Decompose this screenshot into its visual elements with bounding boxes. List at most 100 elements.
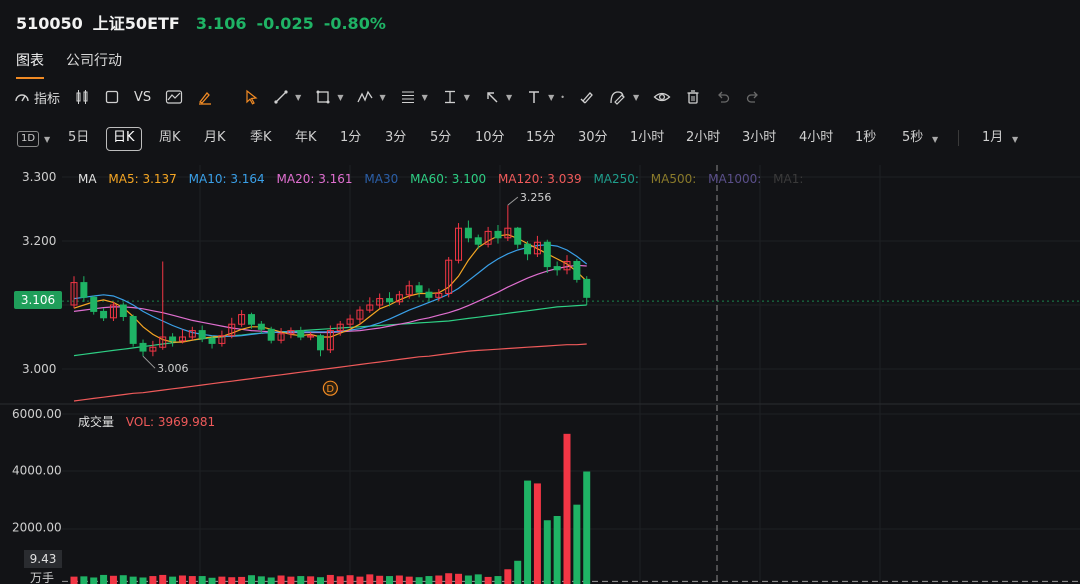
shape-tool[interactable]: ▼ xyxy=(315,89,343,105)
compare-button[interactable]: VS xyxy=(134,90,151,105)
volume-bar xyxy=(307,576,315,584)
chevron-down-icon: ▼ xyxy=(463,92,470,102)
volume-bar xyxy=(169,576,177,584)
volume-bar xyxy=(356,576,364,584)
candle-body xyxy=(277,333,285,341)
interval-5s[interactable]: 5秒 xyxy=(902,130,924,145)
volume-bar xyxy=(386,576,394,584)
indicator-button[interactable]: 指标 xyxy=(14,88,60,107)
eraser-tool[interactable] xyxy=(579,89,595,105)
interval-3min[interactable]: 3分 xyxy=(385,130,407,145)
volume-bar xyxy=(553,516,561,584)
moving-averages xyxy=(73,233,588,402)
volume-bar xyxy=(109,575,117,584)
interval-quarterly[interactable]: 季K xyxy=(250,130,272,145)
redo-icon xyxy=(747,91,759,103)
visibility-toggle[interactable] xyxy=(653,89,671,105)
area-chart-icon xyxy=(166,90,183,104)
candle-body xyxy=(435,292,443,298)
interval-weekly[interactable]: 周K xyxy=(159,130,181,145)
current-price-tag: 3.106 xyxy=(14,291,62,309)
undo-button[interactable] xyxy=(715,89,731,105)
interval-4h[interactable]: 4小时 xyxy=(799,130,834,145)
brush-icon xyxy=(199,92,212,105)
redo-button[interactable] xyxy=(745,89,761,105)
ma1000-value: MA1000: xyxy=(708,172,762,186)
volume-legend-title: 成交量 xyxy=(78,415,115,429)
candle-style-button[interactable] xyxy=(74,89,90,105)
ma10-value: MA10: 3.164 xyxy=(188,172,265,186)
text-tool[interactable]: ▼ • xyxy=(526,89,565,105)
candle-body xyxy=(395,294,403,303)
candle-body xyxy=(356,309,364,320)
volume-bar xyxy=(80,576,88,584)
frame-button[interactable] xyxy=(104,89,120,105)
volume-bar xyxy=(395,575,403,584)
vertical-measure-icon xyxy=(444,90,455,104)
interval-1s[interactable]: 1秒 xyxy=(855,130,877,145)
divider xyxy=(958,130,959,146)
low-price-label: 3.006 xyxy=(157,362,189,375)
pen-eraser-icon xyxy=(580,92,593,104)
interval-3h[interactable]: 3小时 xyxy=(742,130,777,145)
drawing-toolbar: 指标 VS ▼ ▼ ▼ xyxy=(14,86,775,108)
arrow-tool[interactable]: ▼ xyxy=(484,89,512,105)
volume-bar xyxy=(336,576,344,584)
volume-bars xyxy=(70,433,591,584)
interval-unit-badge[interactable]: 1D xyxy=(17,131,40,147)
fib-tool[interactable]: ▼ xyxy=(400,89,428,105)
interval-monthly[interactable]: 月K xyxy=(204,130,226,145)
arrow-up-left-icon xyxy=(487,92,498,103)
candle-body xyxy=(366,304,374,311)
ma-legend-title: MA xyxy=(78,172,97,186)
candle-body xyxy=(494,230,502,239)
symbol-code: 510050 xyxy=(16,14,83,33)
candle-body xyxy=(119,304,127,318)
ma-legend: MA MA5: 3.137 MA10: 3.164 MA20: 3.161 MA… xyxy=(78,172,811,186)
interval-daily[interactable]: 日K xyxy=(106,127,142,151)
cursor-tool[interactable] xyxy=(243,89,259,105)
interval-1h[interactable]: 1小时 xyxy=(630,130,665,145)
high-pointer xyxy=(507,196,519,206)
brush-button[interactable] xyxy=(197,89,213,105)
candle-body xyxy=(386,298,394,303)
zigzag-icon xyxy=(357,90,374,103)
interval-2h[interactable]: 2小时 xyxy=(686,130,721,145)
candle-body xyxy=(563,260,571,271)
candle-body xyxy=(445,259,453,294)
interval-yearly[interactable]: 年K xyxy=(295,130,317,145)
measure-tool[interactable]: ▼ xyxy=(442,89,470,105)
candle-body xyxy=(524,243,532,255)
candle-body xyxy=(573,260,581,280)
tab-chart[interactable]: 图表 xyxy=(16,50,44,79)
pattern-tool[interactable]: ▼ xyxy=(357,89,386,105)
volume-bar xyxy=(474,574,482,584)
price-tick-label: 3.000 xyxy=(22,362,56,376)
line-tool[interactable]: ▼ xyxy=(273,89,301,105)
candle-body xyxy=(514,227,522,245)
volume-bar xyxy=(119,575,127,584)
candle-body xyxy=(238,314,246,325)
trash-icon xyxy=(687,90,699,104)
vs-label: VS xyxy=(134,89,152,105)
volume-bar xyxy=(405,576,413,584)
interval-5min[interactable]: 5分 xyxy=(430,130,452,145)
interval-1min[interactable]: 1分 xyxy=(340,130,362,145)
magnet-tool[interactable]: ▼ xyxy=(609,89,639,105)
interval-5d[interactable]: 5日 xyxy=(68,130,90,145)
tab-corporate-actions[interactable]: 公司行动 xyxy=(66,53,122,69)
delete-drawings-button[interactable] xyxy=(685,89,701,105)
interval-30min[interactable]: 30分 xyxy=(578,130,608,145)
range-1month[interactable]: 1月 xyxy=(982,130,1004,145)
volume-bar xyxy=(238,576,246,584)
interval-10min[interactable]: 10分 xyxy=(475,130,505,145)
candle-body xyxy=(149,346,157,352)
chart-type-button[interactable] xyxy=(165,89,183,105)
volume-bar xyxy=(247,575,255,584)
interval-15min[interactable]: 15分 xyxy=(526,130,556,145)
volume-bar xyxy=(376,575,384,584)
ma20-line xyxy=(73,264,587,334)
price-axis: 3.300 3.200 3.000 6000.00 4000.00 2000.00 xyxy=(12,170,62,534)
kline-chart[interactable]: 3.300 3.200 3.000 6000.00 4000.00 2000.00 3.2… xyxy=(0,160,1080,584)
